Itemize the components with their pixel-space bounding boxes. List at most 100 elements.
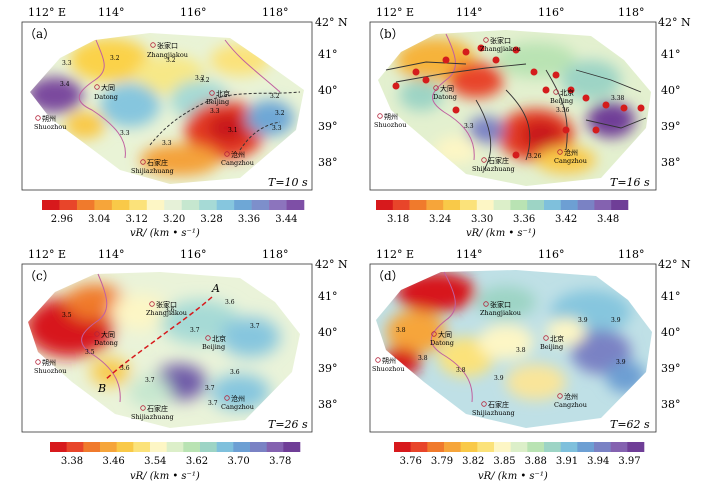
boundary-line bbox=[224, 39, 281, 93]
city-marker-icon bbox=[224, 395, 230, 401]
lat-tick: 38° bbox=[661, 156, 681, 169]
velocity-field bbox=[376, 270, 652, 428]
city-shijiazhuang: 石家庄 Shijiazhuang bbox=[131, 158, 174, 175]
colorbar-swatch bbox=[200, 442, 217, 452]
lat-tick: 41° bbox=[318, 48, 338, 61]
colorbar-tick-label: 3.85 bbox=[493, 456, 515, 467]
panel-label: （b） bbox=[372, 27, 404, 41]
contour-label: 3.6 bbox=[165, 307, 175, 314]
colorbar-tick-label: 3.82 bbox=[462, 456, 484, 467]
contour-label: 3.38 bbox=[611, 95, 625, 102]
colorbar-swatch bbox=[560, 200, 578, 210]
city-name-en: Shuozhou bbox=[374, 121, 406, 129]
city-marker-icon bbox=[205, 335, 211, 341]
colorbar-swatch bbox=[216, 200, 235, 210]
colorbar-tick-label: 3.36 bbox=[513, 214, 535, 225]
colorbar-swatch bbox=[233, 442, 251, 452]
city-marker-icon bbox=[557, 393, 563, 399]
colorbar-tick-label: 3.97 bbox=[618, 456, 640, 467]
lon-tick: 114° bbox=[98, 6, 125, 19]
boundary-line bbox=[78, 39, 126, 159]
colorbar-swatch bbox=[234, 200, 252, 210]
lat-tick: 38° bbox=[661, 398, 681, 411]
contour-label: 3.9 bbox=[616, 359, 626, 366]
colorbar-swatch bbox=[133, 442, 151, 452]
colorbar-swatch bbox=[286, 200, 305, 210]
colorbar-swatch bbox=[544, 442, 561, 452]
colorbar-swatch bbox=[460, 200, 478, 210]
contour-label: 3.2 bbox=[275, 110, 285, 117]
city-name-en: Shijiazhuang bbox=[472, 165, 515, 173]
colorbar-swatch bbox=[199, 200, 217, 210]
city-name-cn: 朔州 bbox=[382, 356, 396, 365]
lat-tick: 41° bbox=[661, 290, 681, 303]
colorbar-tick-label: 3.46 bbox=[103, 456, 125, 467]
profile-start-label: A bbox=[211, 282, 220, 295]
city-name-cn: 张家口 bbox=[157, 41, 178, 50]
city-datong: 大同 Datong bbox=[430, 330, 454, 347]
colorbar-tick-label: 3.38 bbox=[61, 456, 83, 467]
colorbar-swatch bbox=[59, 200, 78, 210]
city-marker-icon bbox=[149, 301, 155, 307]
colorbar-swatch bbox=[527, 200, 545, 210]
period-label: T=10 s bbox=[268, 176, 308, 189]
lon-tick: 114° bbox=[456, 248, 483, 261]
contour-label: 3.2 bbox=[166, 57, 176, 64]
fault-lines bbox=[385, 61, 647, 171]
colorbar-swatch bbox=[409, 200, 427, 210]
contour-label: 3.8 bbox=[396, 327, 406, 334]
colorbar-swatch bbox=[216, 442, 234, 452]
colorbar: 3.76 3.79 3.82 3.85 3.88 3.91 3.94 3.97 bbox=[394, 442, 645, 467]
contour-label: 3.3 bbox=[62, 60, 72, 67]
contour-label: 3.9 bbox=[611, 317, 621, 324]
city-name-cn: 北京 bbox=[550, 334, 564, 343]
panel-label: （d） bbox=[372, 269, 404, 283]
lon-tick: 112° E bbox=[28, 248, 66, 261]
colorbar-tick-label: 3.20 bbox=[163, 214, 185, 225]
lon-tick: 112° E bbox=[376, 248, 414, 261]
contour-label: 3.7 bbox=[145, 377, 155, 384]
colorbar-unit: vR/ (km • s⁻¹) bbox=[466, 228, 536, 239]
colorbar-swatch bbox=[42, 200, 60, 210]
city-name-en: Datong bbox=[94, 339, 118, 347]
city-name-cn: 张家口 bbox=[490, 300, 511, 309]
colorbar-swatch bbox=[250, 442, 267, 452]
city-name-cn: 沧州 bbox=[564, 392, 578, 401]
city-name-cn: 大同 bbox=[101, 83, 115, 92]
contour-label: 3.3 bbox=[272, 125, 282, 132]
contour-label: 3.7 bbox=[205, 385, 215, 392]
lon-tick: 116° bbox=[180, 248, 207, 261]
colorbar-swatch bbox=[111, 200, 130, 210]
lat-tick: 40° bbox=[661, 326, 681, 339]
city-name-cn: 石家庄 bbox=[147, 404, 168, 413]
city-marker-icon bbox=[377, 113, 383, 119]
colorbar-swatch bbox=[611, 200, 629, 210]
panel-label: （c） bbox=[24, 269, 55, 283]
contour-label: 3.8 bbox=[456, 367, 466, 374]
lat-tick: 38° bbox=[318, 156, 338, 169]
colorbar-tick-label: 3.04 bbox=[88, 214, 110, 225]
colorbar-unit: vR/ (km • s⁻¹) bbox=[130, 228, 200, 239]
contour-label: 3.3 bbox=[120, 130, 130, 137]
city-marker-icon bbox=[150, 42, 156, 48]
city-cangzhou: 沧州 Cangzhou bbox=[221, 150, 254, 167]
map-panel-c: 112° E 114° 116° 118° 42° N 41° 40° 39° … bbox=[21, 248, 348, 482]
city-name-cn: 大同 bbox=[101, 330, 115, 339]
city-marker-icon bbox=[553, 89, 559, 95]
city-zhangjiakou: 张家口 Zhangjiakou bbox=[480, 300, 521, 317]
colorbar-swatch bbox=[510, 442, 528, 452]
colorbar-unit: vR/ (km • s⁻¹) bbox=[130, 471, 200, 482]
contour-label: 3.6 bbox=[120, 365, 130, 372]
city-cangzhou: 沧州 Cangzhou bbox=[554, 392, 587, 409]
city-marker-icon bbox=[375, 357, 381, 363]
colorbar-swatch bbox=[460, 442, 478, 452]
colorbar-swatch bbox=[577, 200, 595, 210]
contour-label: 3.2 bbox=[110, 55, 120, 62]
city-shuozhou: 朔州 Shuozhou bbox=[34, 358, 66, 375]
lat-tick: 39° bbox=[661, 362, 681, 375]
boundary-line bbox=[430, 271, 473, 403]
city-marker-icon bbox=[481, 157, 487, 163]
city-cangzhou: 沧州 Cangzhou bbox=[554, 148, 587, 165]
lat-tick: 42° N bbox=[315, 16, 348, 29]
colorbar-tick-label: 3.94 bbox=[587, 456, 609, 467]
